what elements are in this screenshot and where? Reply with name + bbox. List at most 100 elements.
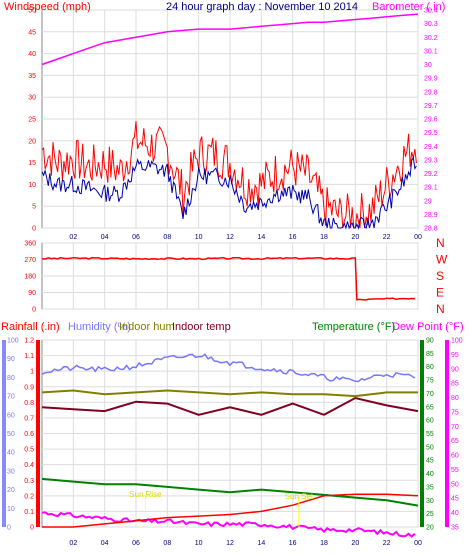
barometer-tick-label: 28.8 — [424, 226, 438, 233]
x-tick-label: 14 — [257, 234, 265, 241]
temperature-tick-label: 90 — [426, 338, 434, 345]
wind-direction-lines — [41, 256, 415, 301]
direction-tick-label: 180 — [24, 274, 36, 281]
humidity-tick-label: 60 — [7, 412, 15, 419]
rainfall-tick-label: 0.6 — [24, 431, 34, 438]
temperature-tick-label: 70 — [426, 391, 434, 398]
dewpoint-tick-label: 60 — [451, 453, 459, 460]
dewpoint-tick-label: 75 — [451, 409, 459, 416]
temperature-axis-title: Temperature (°F) — [312, 321, 395, 333]
rainfall-tick-label: 0.9 — [24, 384, 34, 391]
x-tick-label: 12 — [226, 234, 234, 241]
sun-rise-label: Sun Rise — [129, 490, 162, 499]
dewpoint-tick-label: 90 — [451, 366, 459, 373]
humidity-tick-label: 50 — [7, 431, 15, 438]
windspeed-ticks: 0 5 10 15 20 25 30 35 40 45 50 — [28, 8, 36, 233]
temperature-line — [41, 477, 419, 507]
rainfall-tick-label: 0.2 — [24, 493, 34, 500]
rainfall-tick-label: 0.4 — [24, 462, 34, 469]
barometer-tick-label: 28.9 — [424, 212, 438, 219]
x-tick-label: 18 — [320, 540, 328, 547]
barometer-tick-label: 29.2 — [424, 171, 438, 178]
indoor-temp-line — [41, 396, 419, 416]
temperature-tick-label: 75 — [426, 378, 434, 385]
barometer-tick-label: 29.4 — [424, 144, 438, 151]
wind-pressure-lines — [41, 13, 419, 230]
barometer-tick-label: 29.7 — [424, 103, 438, 110]
x-tick-label: 20 — [351, 234, 359, 241]
x-tick-label: 06 — [132, 234, 140, 241]
x-tick-label: 22 — [383, 540, 391, 547]
barometer-tick-label: 29.9 — [424, 76, 438, 83]
rainfall-tick-label: 1 — [30, 369, 34, 376]
wind-direction-line — [41, 256, 415, 301]
humidity-axis-bar — [2, 340, 6, 527]
windspeed-tick-label: 40 — [28, 51, 36, 58]
x-tick-label: 10 — [195, 540, 203, 547]
humidity-tick-label: 20 — [7, 487, 15, 494]
windspeed-tick-label: 45 — [28, 29, 36, 36]
temperature-tick-label: 45 — [426, 458, 434, 465]
x-tick-label: 10 — [195, 234, 203, 241]
x-tick-label: 08 — [163, 540, 171, 547]
dewpoint-tick-label: 55 — [451, 467, 459, 474]
windspeed-tick-label: 50 — [28, 8, 36, 15]
windspeed-tick-label: 25 — [28, 117, 36, 124]
dewpoint-axis-bar — [445, 340, 449, 527]
dewpoint-tick-label: 65 — [451, 438, 459, 445]
x-tick-label: 02 — [69, 234, 77, 241]
temperature-tick-label: 80 — [426, 364, 434, 371]
direction-tick-label: 270 — [24, 257, 36, 264]
temperature-tick-label: 65 — [426, 404, 434, 411]
rainfall-tick-label: 0 — [30, 525, 34, 532]
wind-direction-ticks: 0 90 180 270 360 — [24, 241, 36, 314]
temp-hum-grid — [42, 339, 419, 528]
barometer-tick-label: 29.3 — [424, 157, 438, 164]
rainfall-axis-bar — [36, 340, 40, 527]
sun-annotations: Sun Rise Sun Set — [129, 490, 314, 527]
windspeed-tick-label: 35 — [28, 73, 36, 80]
temp-hum-ticks: 0 10 20 30 40 50 60 70 80 90 100 0 0.1 0.2 0.3 0.4 0.5 0.… — [2, 338, 463, 532]
humidity-tick-label: 70 — [7, 394, 15, 401]
windspeed-axis-title: Windspeed (mph) — [4, 1, 91, 13]
dewpoint-axis-title: Dew Point (°F) — [392, 321, 464, 333]
temperature-tick-label: 30 — [426, 498, 434, 505]
rainfall-tick-label: 0.7 — [24, 415, 34, 422]
barometer-tick-label: 29.8 — [424, 89, 438, 96]
direction-tick-label: 0 — [32, 307, 36, 314]
humidity-tick-label: 10 — [7, 506, 15, 513]
wind-avg-line — [41, 156, 417, 230]
barometer-line — [41, 13, 419, 66]
barometer-tick-label: 29.1 — [424, 185, 438, 192]
barometer-tick-label: 30.1 — [424, 48, 438, 55]
x-tick-label: 00 — [414, 540, 422, 547]
temperature-tick-label: 55 — [426, 431, 434, 438]
temperature-axis-bar — [420, 340, 424, 527]
dewpoint-tick-label: 40 — [451, 510, 459, 517]
rainfall-tick-label: 0.8 — [24, 400, 34, 407]
dewpoint-tick-label: 50 — [451, 481, 459, 488]
chart-title: 24 hour graph day : November 10 2014 — [166, 1, 358, 13]
x-tick-label: 04 — [101, 234, 109, 241]
x-tick-label: 22 — [383, 234, 391, 241]
dewpoint-tick-label: 100 — [451, 338, 463, 345]
rainfall-axis-title: Rainfall (.in) — [1, 321, 60, 333]
humidity-tick-label: 0 — [7, 525, 11, 532]
compass-label: E — [436, 286, 444, 300]
temperature-tick-label: 20 — [426, 525, 434, 532]
temperature-tick-label: 40 — [426, 471, 434, 478]
windspeed-tick-label: 15 — [28, 160, 36, 167]
indoor-temp-title: Indoor temp — [172, 321, 231, 333]
x-tick-label: 12 — [226, 540, 234, 547]
panel1-x-ticks: 02 04 06 08 10 12 14 16 18 20 22 00 — [69, 234, 422, 241]
barometer-ticks: 28.8 28.9 29 29.1 29.2 29.3 29.4 29.5 29.6 29.7 29… — [424, 8, 438, 233]
temp-hum-titles: Rainfall (.in) Humidity (%)Indoor humIndo… — [1, 321, 464, 333]
direction-tick-label: 360 — [24, 241, 36, 248]
dewpoint-tick-label: 95 — [451, 352, 459, 359]
barometer-tick-label: 29 — [424, 198, 432, 205]
x-tick-label: 14 — [257, 540, 265, 547]
compass-label: W — [436, 253, 448, 267]
